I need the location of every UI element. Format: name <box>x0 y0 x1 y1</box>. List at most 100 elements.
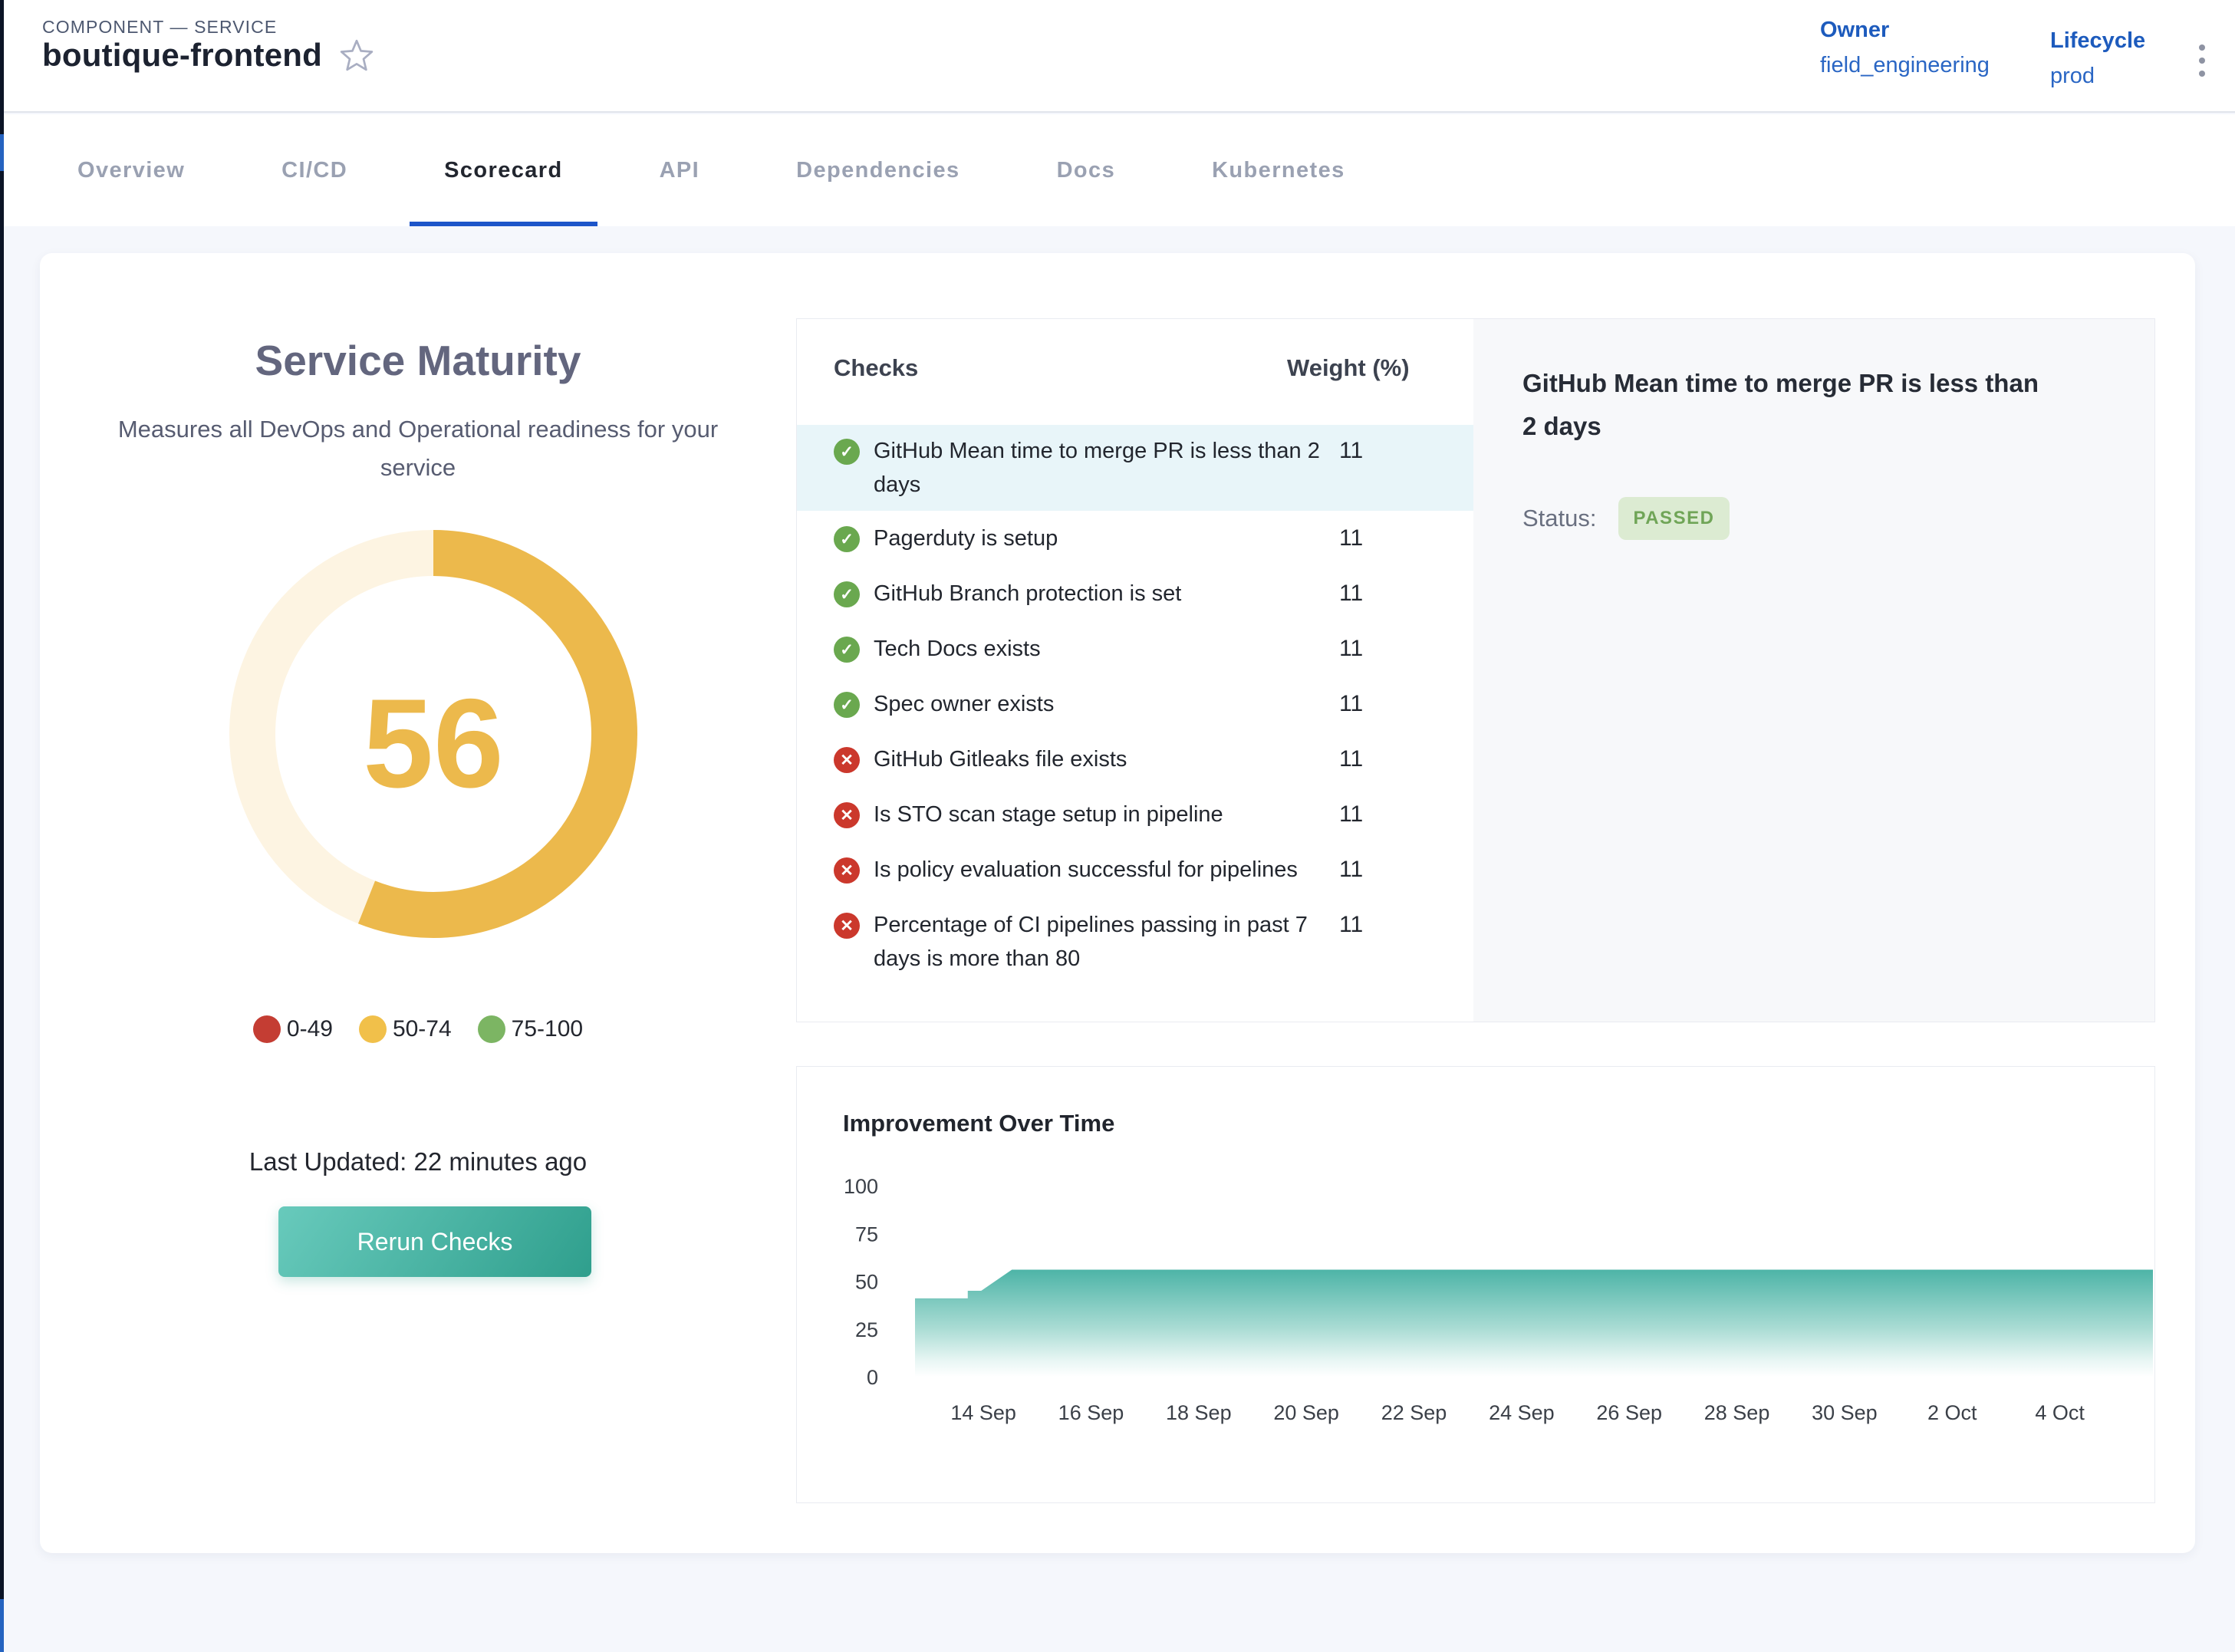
x-axis-tick: 28 Sep <box>1704 1401 1770 1424</box>
check-row[interactable]: ✓ Spec owner exists 11 <box>797 676 1473 732</box>
x-axis-tick: 26 Sep <box>1596 1401 1662 1424</box>
check-pass-icon: ✓ <box>834 581 860 607</box>
legend-item: 0-49 <box>252 1015 333 1043</box>
check-pass-icon: ✓ <box>834 692 860 718</box>
left-edge-active-indicator <box>0 134 4 171</box>
score-area-series <box>915 1269 2153 1377</box>
legend-label: 50-74 <box>392 1016 452 1042</box>
score-gauge: 56 <box>229 530 637 938</box>
entity-title-row: boutique-frontend <box>42 37 374 74</box>
check-weight: 11 <box>1339 912 1364 937</box>
check-weight: 11 <box>1339 746 1364 772</box>
check-fail-icon: ✕ <box>834 857 860 884</box>
x-axis-tick: 2 Oct <box>1927 1401 1977 1424</box>
owner-label[interactable]: Owner <box>1820 18 1890 42</box>
tab-ci-cd[interactable]: CI/CD <box>281 157 348 183</box>
check-pass-icon: ✓ <box>834 526 860 552</box>
x-axis-tick: 4 Oct <box>2035 1401 2085 1424</box>
x-axis-tick: 14 Sep <box>950 1401 1016 1424</box>
check-label: GitHub Mean time to merge PR is less tha… <box>874 439 1320 497</box>
tab-dependencies[interactable]: Dependencies <box>796 157 960 183</box>
check-label: Spec owner exists <box>874 692 1055 716</box>
entity-kind-breadcrumb: COMPONENT — SERVICE <box>42 17 278 37</box>
check-label: Is STO scan stage setup in pipeline <box>874 802 1223 827</box>
check-row[interactable]: ✕ GitHub Gitleaks file exists 11 <box>797 732 1473 787</box>
legend-label: 0-49 <box>286 1016 333 1042</box>
gauge-arc <box>229 530 637 938</box>
check-weight: 11 <box>1339 801 1364 827</box>
legend-dot-icon <box>252 1015 281 1043</box>
check-weight: 11 <box>1339 636 1364 661</box>
scorecard-description: Measures all DevOps and Operational read… <box>117 416 719 481</box>
check-pass-icon: ✓ <box>834 637 860 663</box>
last-updated-text: Last Updated: 22 minutes ago <box>249 1147 588 1176</box>
lifecycle-value: prod <box>2050 64 2095 88</box>
legend-item: 50-74 <box>358 1015 452 1043</box>
left-edge-bottom-indicator <box>0 1599 4 1652</box>
check-weight: 11 <box>1339 525 1364 551</box>
y-axis-tick: 25 <box>855 1318 878 1341</box>
score-value: 56 <box>363 673 504 814</box>
checks-table-header: Checks Weight (%) <box>797 319 1473 425</box>
rerun-checks-button[interactable]: Rerun Checks <box>278 1206 591 1277</box>
check-weight: 11 <box>1339 857 1364 882</box>
favorite-star-icon[interactable] <box>339 38 374 73</box>
owner-meta: Owner field_engineering <box>1820 12 1990 83</box>
check-weight: 11 <box>1339 438 1364 463</box>
x-axis-tick: 18 Sep <box>1166 1401 1232 1424</box>
lifecycle-meta: Lifecycle prod <box>2050 23 2145 94</box>
check-pass-icon: ✓ <box>834 439 860 465</box>
status-label: Status: <box>1522 505 1597 531</box>
left-edge-strip <box>0 0 4 1652</box>
scorecard-card: Service Maturity Measures all DevOps and… <box>40 253 2195 1553</box>
check-row[interactable]: ✓ GitHub Mean time to merge PR is less th… <box>797 425 1473 511</box>
x-axis-tick: 24 Sep <box>1489 1401 1555 1424</box>
tab-overview[interactable]: Overview <box>77 157 186 183</box>
check-label: GitHub Branch protection is set <box>874 581 1182 606</box>
check-row[interactable]: ✓ Tech Docs exists 11 <box>797 621 1473 676</box>
check-rows: ✓ GitHub Mean time to merge PR is less th… <box>797 425 1473 986</box>
check-label: GitHub Gitleaks file exists <box>874 747 1127 772</box>
legend-dot-icon <box>477 1015 505 1043</box>
owner-value-link[interactable]: field_engineering <box>1820 53 1990 77</box>
check-row[interactable]: ✕ Is STO scan stage setup in pipeline 11 <box>797 787 1473 842</box>
chart-title: Improvement Over Time <box>843 1110 1115 1137</box>
main-content: Service Maturity Measures all DevOps and… <box>4 226 2235 1652</box>
improvement-area-chart: 100 75 50 25 0 14 Sep 16 Sep 18 Sep 20 Sep 22 Sep… <box>844 1175 2153 1424</box>
check-label: Tech Docs exists <box>874 637 1041 661</box>
lifecycle-label[interactable]: Lifecycle <box>2050 28 2146 53</box>
check-label: Is policy evaluation successful for pipe… <box>874 857 1298 882</box>
more-options-kebab-icon[interactable] <box>2194 40 2210 81</box>
checks-table: Checks Weight (%) ✓ GitHub Mean time to m… <box>797 319 1473 1022</box>
tab-kubernetes[interactable]: Kubernetes <box>1212 157 1345 183</box>
tab-scorecard[interactable]: Scorecard <box>396 114 611 226</box>
x-axis-tick: 30 Sep <box>1812 1401 1878 1424</box>
checks-column-header: Checks <box>834 354 919 381</box>
x-axis-tick: 20 Sep <box>1273 1401 1339 1424</box>
y-axis-tick: 0 <box>867 1366 878 1389</box>
check-fail-icon: ✕ <box>834 747 860 773</box>
check-label: Pagerduty is setup <box>874 526 1058 551</box>
check-row[interactable]: ✓ GitHub Branch protection is set 11 <box>797 566 1473 621</box>
check-detail-title: GitHub Mean time to merge PR is less tha… <box>1522 369 2039 440</box>
score-legend: 0-49 50-74 75-100 <box>40 1015 796 1043</box>
legend-item: 75-100 <box>477 1015 583 1043</box>
check-detail-panel: GitHub Mean time to merge PR is less tha… <box>1473 319 2154 1022</box>
check-row[interactable]: ✕ Is policy evaluation successful for pip… <box>797 842 1473 897</box>
entity-header: COMPONENT — SERVICE boutique-frontend Ow… <box>4 0 2235 113</box>
check-weight: 11 <box>1339 581 1364 606</box>
x-axis-tick: 22 Sep <box>1381 1401 1447 1424</box>
scorecard-name: Service Maturity <box>255 337 581 384</box>
status-badge: PASSED <box>1618 497 1730 540</box>
check-status-row: Status: PASSED <box>1522 497 2108 540</box>
page-title: boutique-frontend <box>42 37 322 73</box>
tab-docs[interactable]: Docs <box>1056 157 1116 183</box>
check-row[interactable]: ✕ Percentage of CI pipelines passing in p… <box>797 897 1473 986</box>
legend-dot-icon <box>358 1015 387 1043</box>
tab-api[interactable]: API <box>659 157 700 183</box>
check-fail-icon: ✕ <box>834 913 860 939</box>
check-row[interactable]: ✓ Pagerduty is setup 11 <box>797 511 1473 566</box>
y-axis-tick: 75 <box>855 1223 878 1246</box>
tabs: Overview CI/CD Scorecard API Dependencies Doc… <box>4 114 2235 226</box>
